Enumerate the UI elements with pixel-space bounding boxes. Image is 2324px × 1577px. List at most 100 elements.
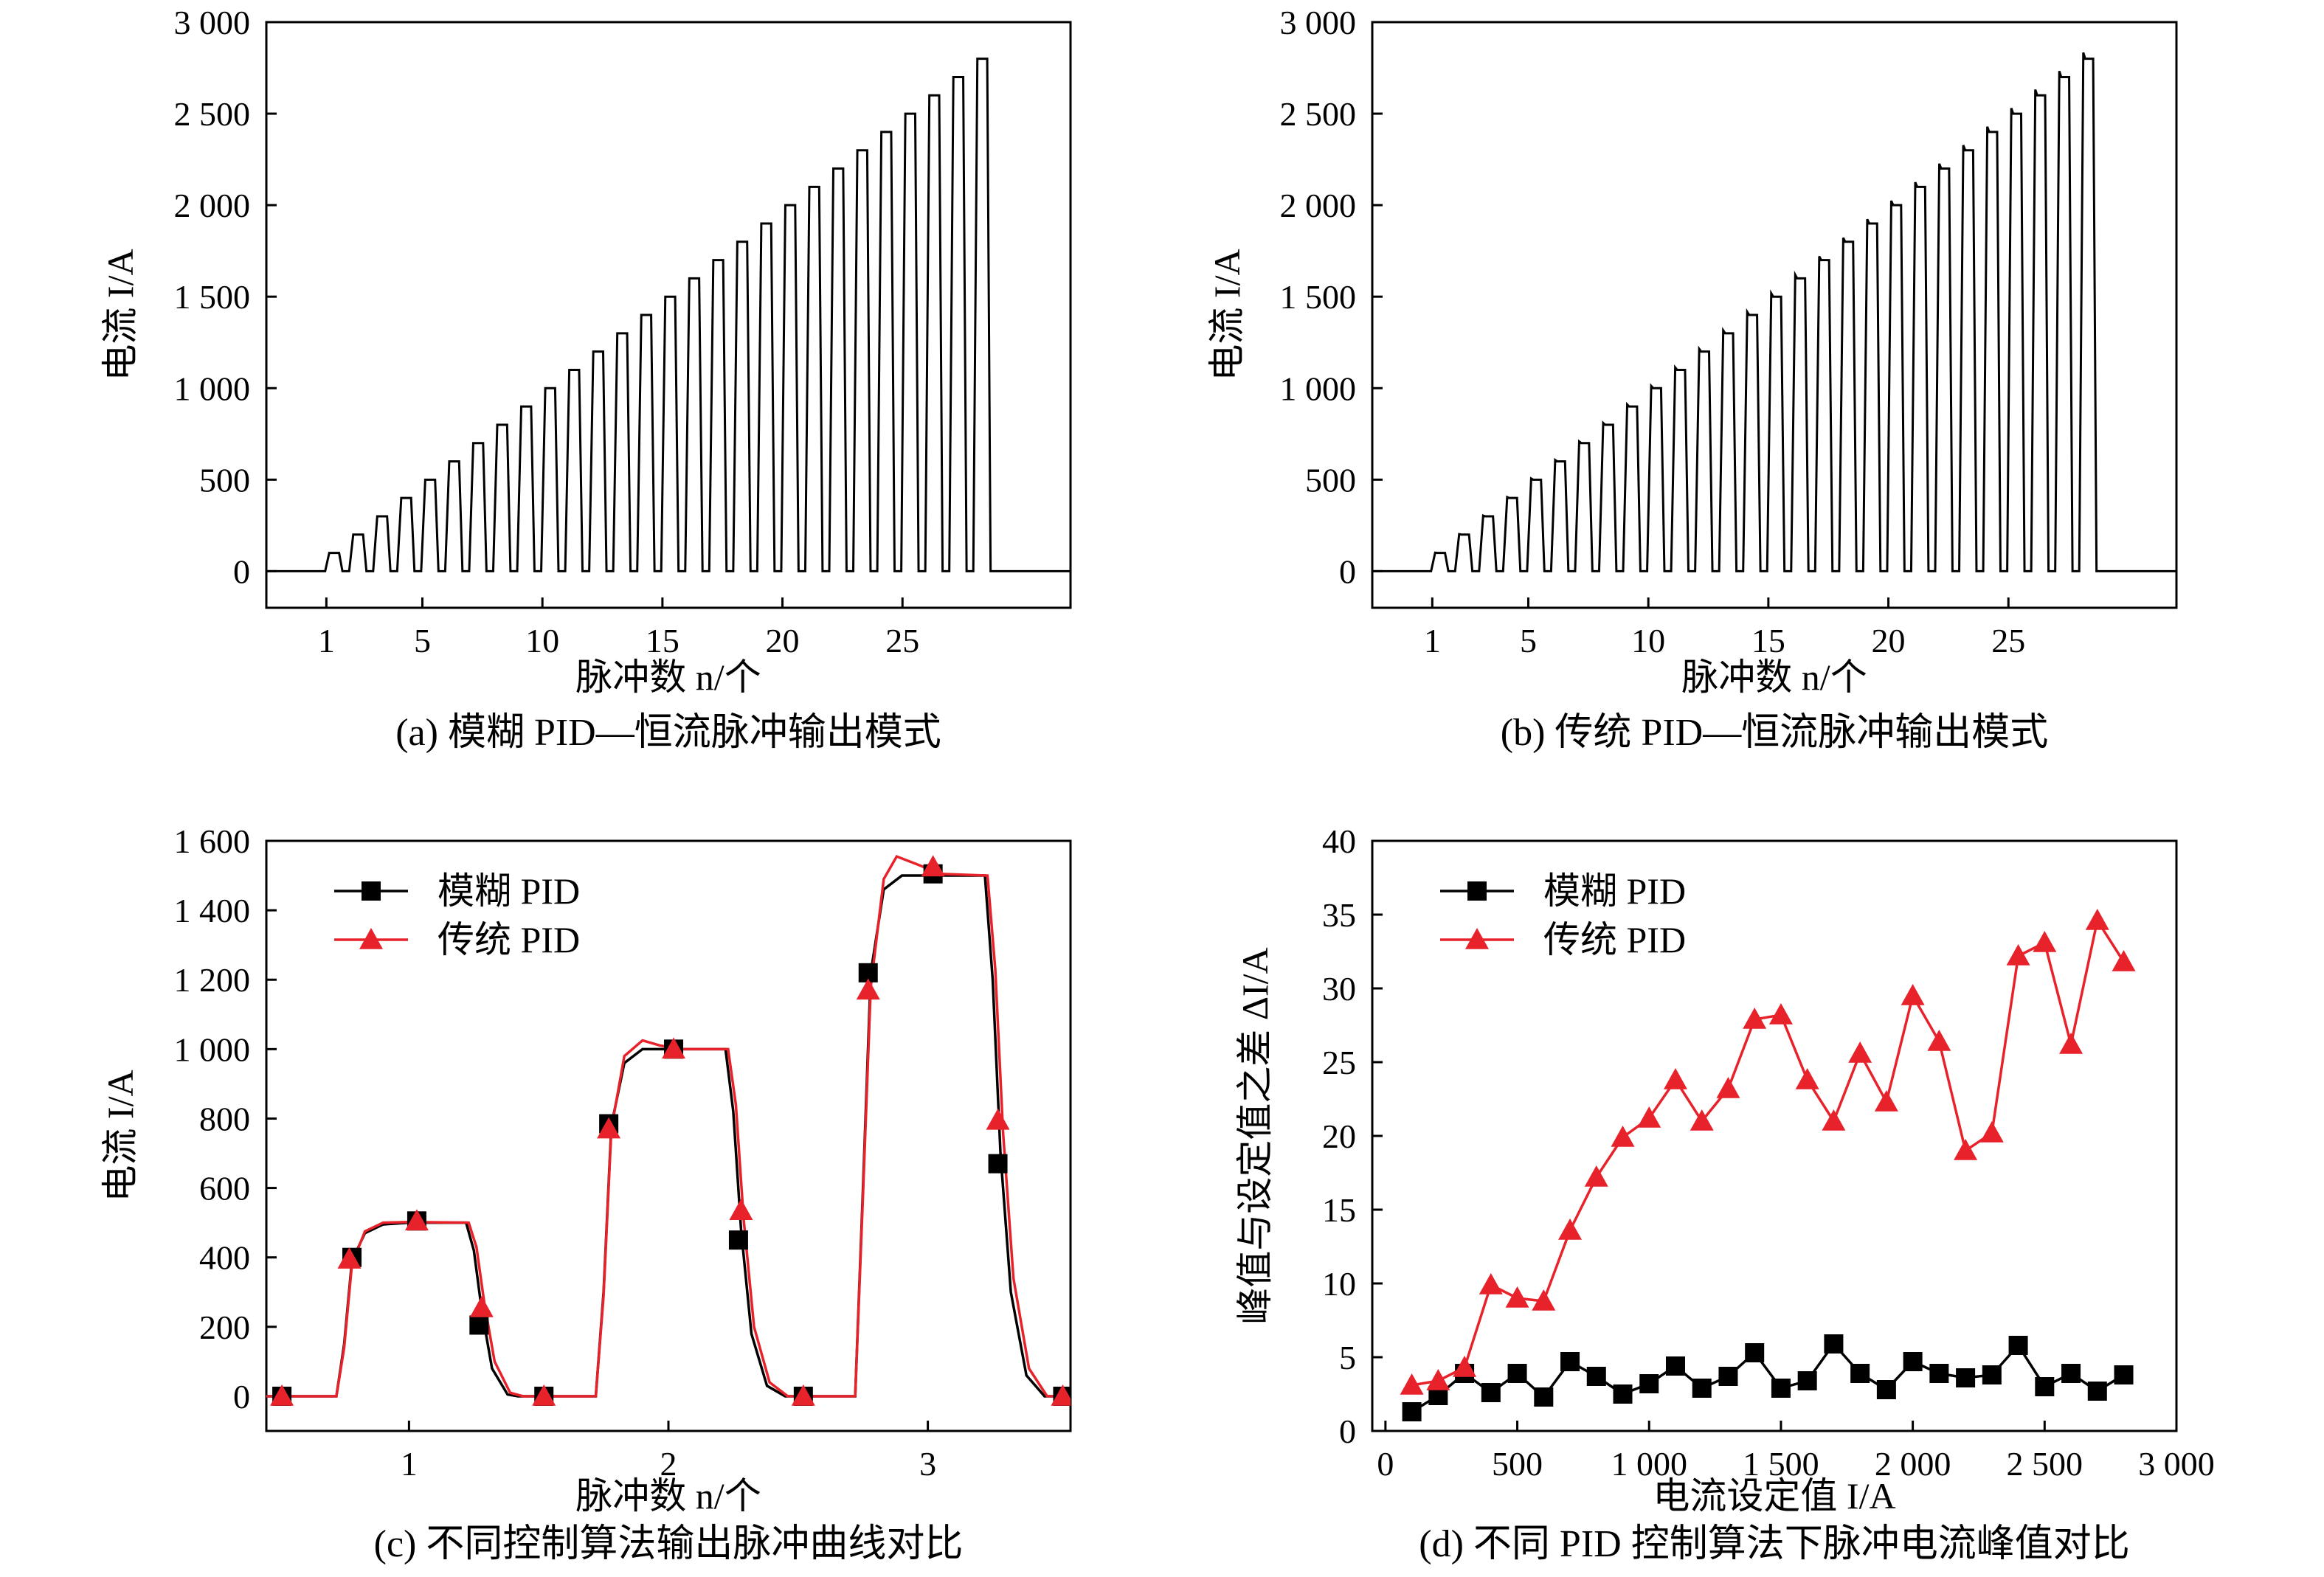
y-axis-label: 电流 I/A [1206, 249, 1248, 381]
data-point-triangle [337, 1247, 362, 1269]
x-axis-label: 脉冲数 n/个 [575, 656, 761, 698]
x-tick-label: 1 [401, 1445, 418, 1483]
data-point-triangle [856, 978, 880, 1000]
y-tick-label: 3 000 [1280, 4, 1357, 41]
data-point-triangle [2112, 950, 2136, 971]
data-point-triangle [1874, 1090, 1898, 1112]
data-point-triangle [597, 1117, 621, 1139]
data-point-square [988, 1154, 1008, 1174]
y-tick-label: 3 000 [174, 4, 251, 41]
data-point-triangle [1479, 1273, 1503, 1294]
data-point-square [1850, 1364, 1870, 1383]
legend: 模糊 PID 传统 PID [334, 870, 580, 960]
panel-caption: (b) 传统 PID—恒流脉冲输出模式 [1501, 712, 2048, 754]
data-point-triangle [1768, 1003, 1793, 1025]
y-tick-label: 500 [1305, 461, 1356, 499]
legend-marker-triangle [359, 928, 383, 949]
x-tick-label: 500 [1492, 1445, 1543, 1483]
y-tick-label: 1 000 [1280, 370, 1357, 407]
data-point-triangle [1453, 1356, 1477, 1377]
legend-marker-triangle [1465, 928, 1489, 949]
y-tick-label: 1 400 [174, 892, 251, 929]
data-point-triangle [1822, 1109, 1846, 1131]
data-point-triangle [2033, 931, 2057, 952]
data-point-triangle [791, 1384, 815, 1406]
y-tick-label: 600 [199, 1170, 250, 1207]
x-tick-label: 5 [414, 622, 431, 659]
plot-area [266, 58, 1071, 572]
series-line-2 [266, 855, 1071, 1398]
y-tick-label: 2 000 [1280, 187, 1357, 224]
x-tick-label: 15 [1751, 622, 1785, 659]
data-point-square [1745, 1343, 1765, 1362]
series-line-2 [1411, 917, 2125, 1387]
y-tick-label: 0 [233, 552, 250, 590]
data-point-triangle [1400, 1373, 1424, 1395]
y-tick-label: 1 500 [174, 278, 251, 316]
x-tick-label: 1 [318, 622, 335, 659]
data-point-triangle [1426, 1369, 1450, 1390]
data-point-triangle [1795, 1068, 1819, 1089]
plot-frame [265, 21, 1072, 609]
x-tick-label: 10 [525, 622, 559, 659]
chart-panel-d: 0 500 1 000 1 500 2 000 2 500 3 000 0 5 10 15 20 25 3… [1234, 822, 2215, 1565]
x-tick-label: 3 [919, 1445, 936, 1483]
x-tick-label: 1 000 [1611, 1445, 1687, 1483]
y-tick-label: 400 [199, 1239, 250, 1277]
plot-area [266, 855, 1071, 1406]
data-point-square [1982, 1365, 2002, 1384]
y-tick-label: 20 [1322, 1117, 1356, 1155]
y-tick-label: 1 500 [1280, 278, 1357, 316]
data-point-triangle [729, 1199, 753, 1220]
x-tick-label: 5 [1520, 622, 1537, 659]
data-point-square [1507, 1364, 1527, 1383]
legend-marker-square [362, 881, 381, 901]
y-tick-label: 15 [1322, 1191, 1356, 1229]
x-axis-label: 电流设定值 I/A [1653, 1475, 1895, 1517]
data-point-triangle [1505, 1286, 1529, 1308]
data-point-triangle [532, 1384, 556, 1406]
data-point-square [1903, 1352, 1923, 1371]
x-tick-label: 2 500 [2007, 1445, 2083, 1483]
plot-frame [1371, 21, 2178, 609]
data-point-square [2114, 1365, 2134, 1384]
x-tick-label: 15 [646, 622, 679, 659]
data-point-triangle [270, 1384, 294, 1406]
data-point-triangle [1532, 1289, 1556, 1311]
data-point-square [2061, 1364, 2081, 1383]
y-axis-label: 电流 I/A [100, 249, 141, 381]
plot-frame [1371, 839, 2178, 1432]
data-point-square [2087, 1382, 2107, 1401]
y-tick-label: 25 [1322, 1044, 1356, 1081]
x-tick-label: 25 [885, 622, 919, 659]
data-point-square [469, 1315, 489, 1335]
data-point-triangle [1051, 1384, 1071, 1406]
data-point-triangle [2006, 944, 2030, 966]
x-tick-label: 3 000 [2138, 1445, 2215, 1483]
y-tick-label: 1 000 [174, 370, 251, 407]
data-point-square [1824, 1334, 1844, 1354]
data-point-triangle [1954, 1139, 1978, 1160]
x-tick-label: 1 500 [1743, 1445, 1819, 1483]
y-tick-label: 2 500 [1280, 95, 1357, 133]
x-tick-label: 2 [660, 1445, 677, 1483]
x-tick-label: 25 [1991, 622, 2025, 659]
legend-label: 传统 PID [1543, 919, 1686, 960]
y-tick-label: 1 000 [174, 1030, 251, 1068]
legend-marker-square [1467, 881, 1487, 901]
plot-area [1372, 52, 2176, 572]
legend-label: 传统 PID [438, 919, 580, 960]
y-tick-label: 0 [1339, 552, 1356, 590]
x-tick-label: 0 [1377, 1445, 1394, 1483]
plot-area [1400, 909, 2136, 1421]
data-point-square [1639, 1374, 1659, 1393]
data-point-triangle [469, 1295, 494, 1317]
y-tick-label: 30 [1322, 970, 1356, 1008]
x-tick-label: 10 [1631, 622, 1665, 659]
y-tick-label: 2 000 [174, 187, 251, 224]
data-point-square [2035, 1377, 2055, 1396]
legend: 模糊 PID 传统 PID [1440, 870, 1686, 960]
data-point-triangle [1558, 1219, 1583, 1240]
